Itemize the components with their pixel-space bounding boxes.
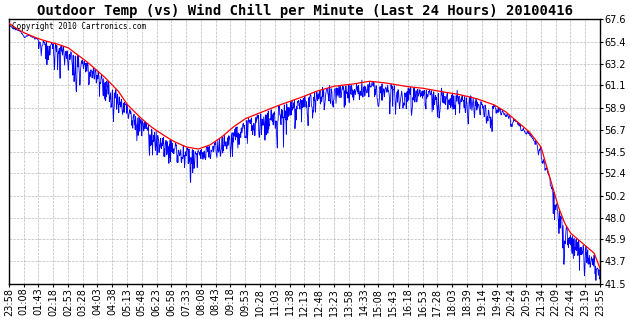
Title: Outdoor Temp (vs) Wind Chill per Minute (Last 24 Hours) 20100416: Outdoor Temp (vs) Wind Chill per Minute … xyxy=(37,4,573,18)
Text: Copyright 2010 Cartronics.com: Copyright 2010 Cartronics.com xyxy=(12,22,146,31)
